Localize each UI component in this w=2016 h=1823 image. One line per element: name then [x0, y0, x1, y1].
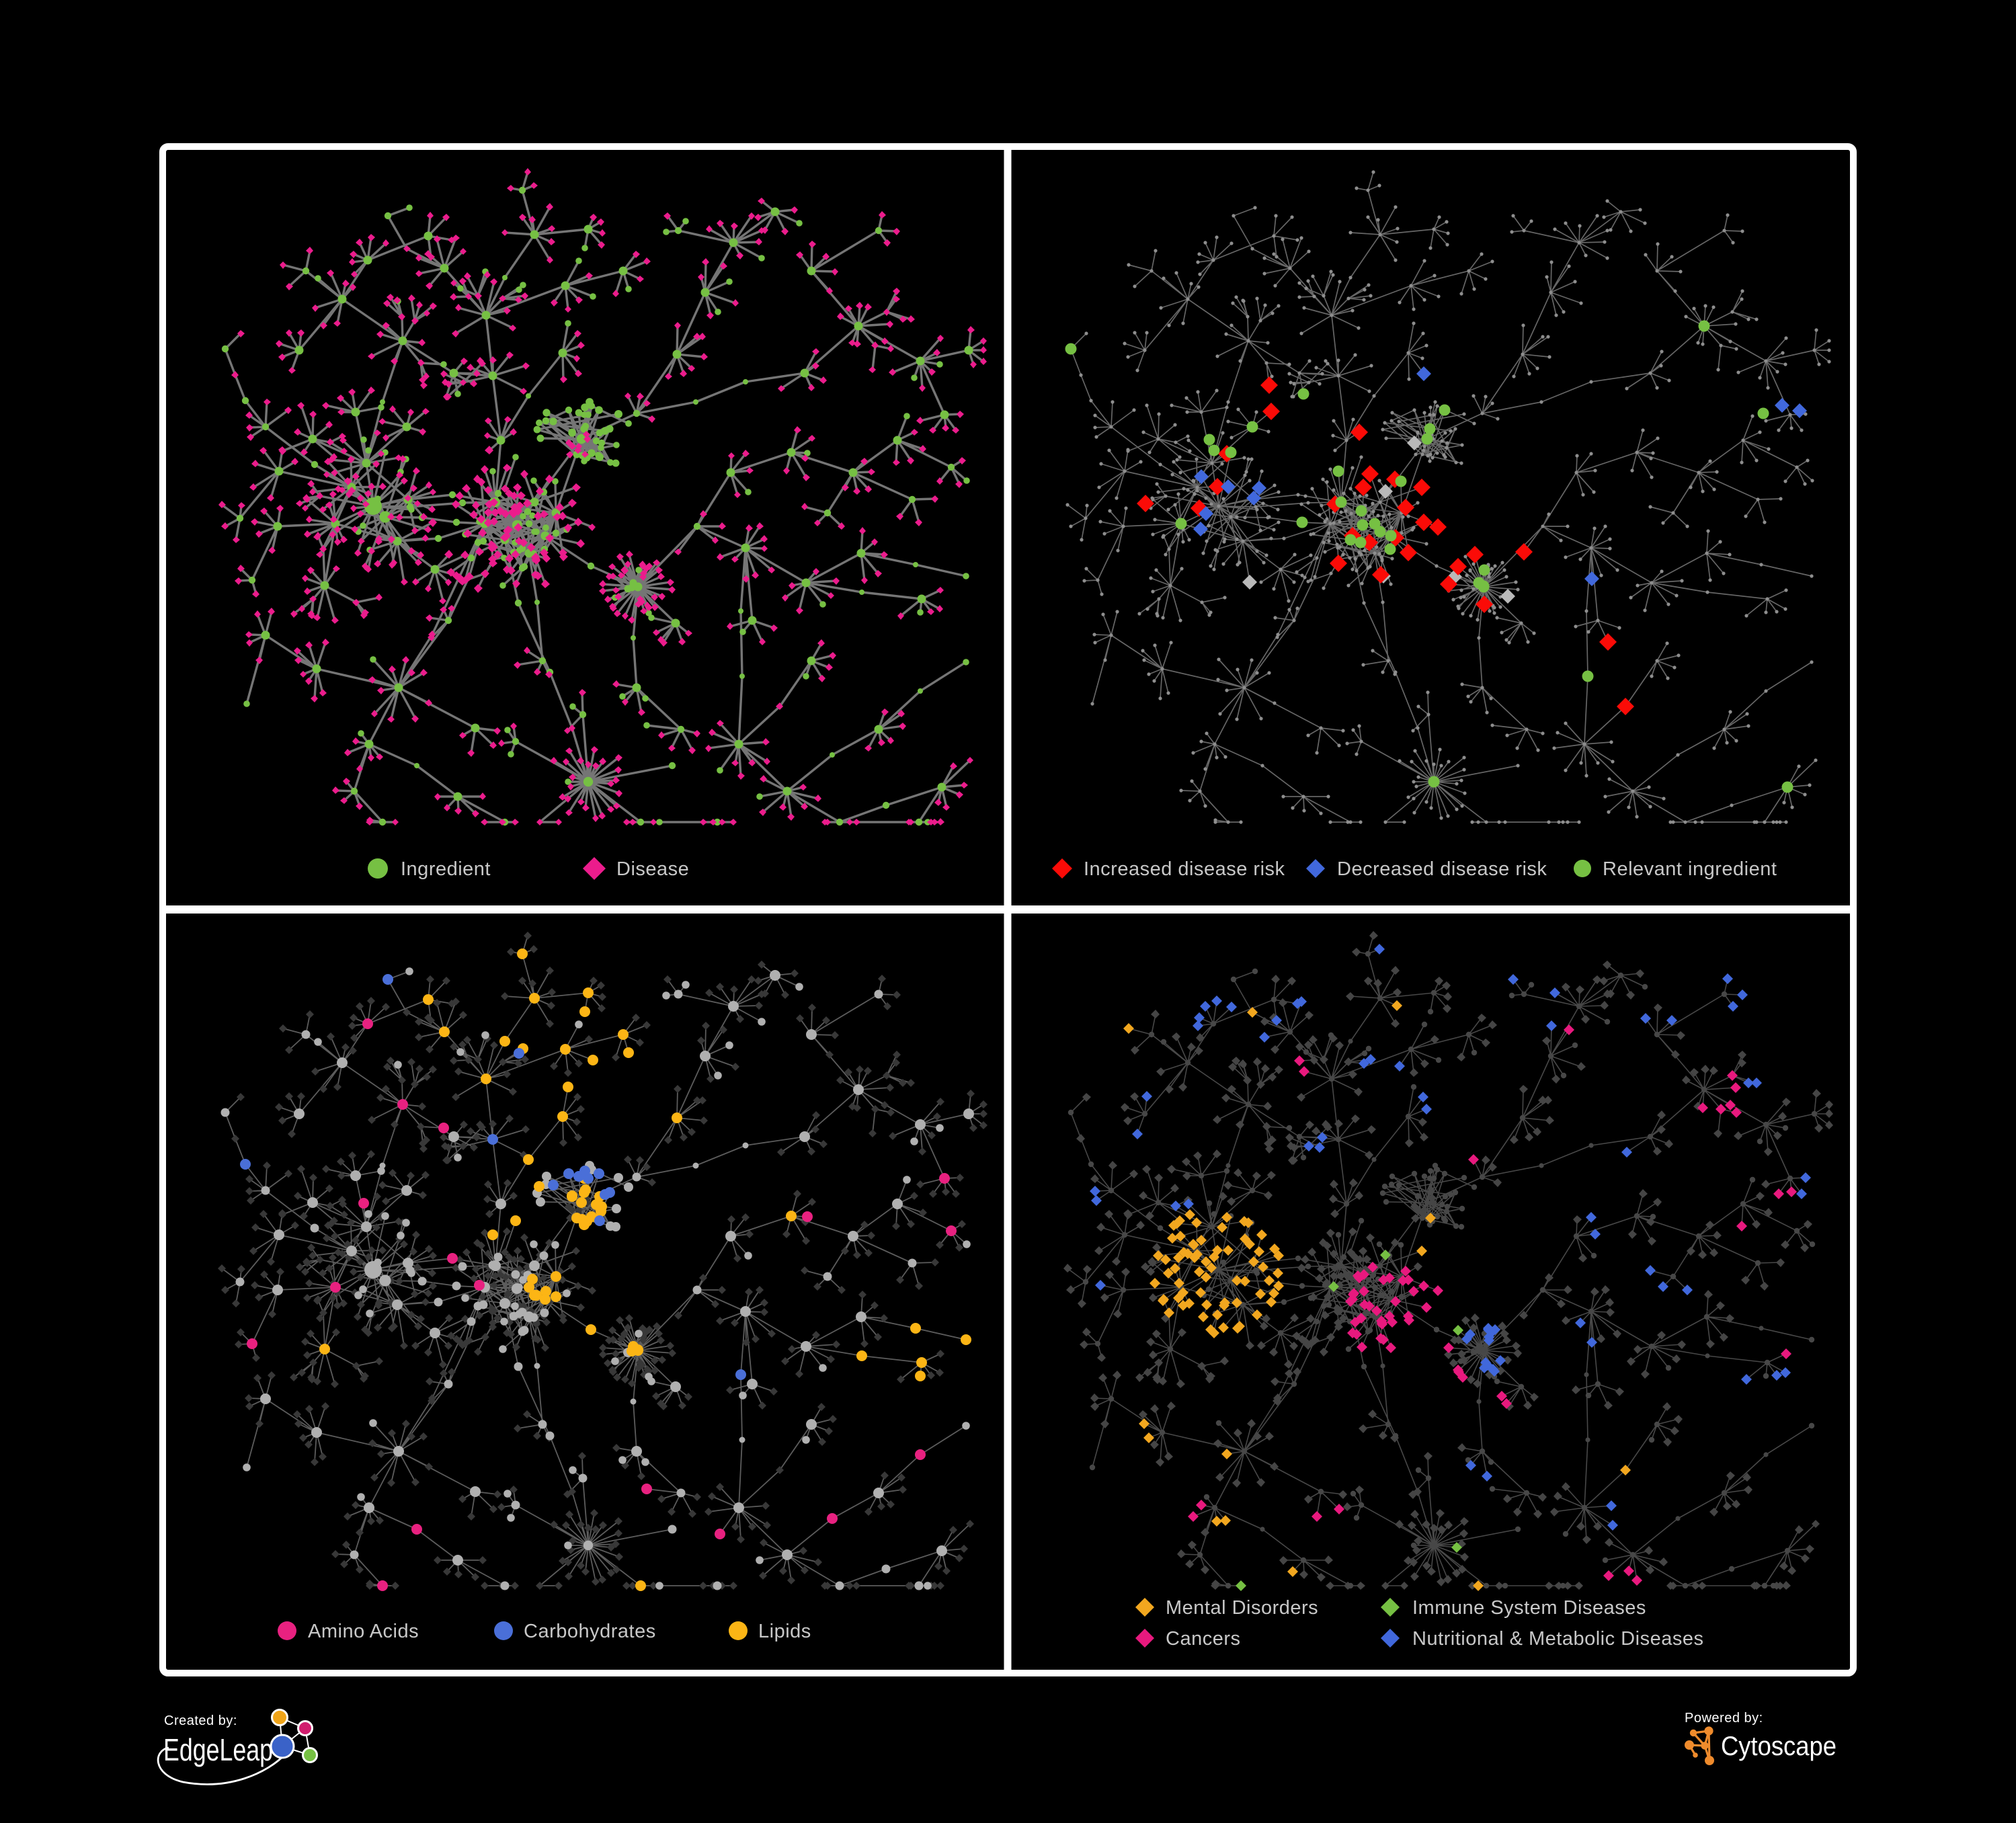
svg-text:Carbohydrates: Carbohydrates	[524, 1621, 656, 1642]
svg-text:EdgeLeap: EdgeLeap	[163, 1732, 273, 1767]
svg-text:Increased disease risk: Increased disease risk	[1084, 858, 1285, 880]
svg-text:Mental Disorders: Mental Disorders	[1166, 1597, 1318, 1619]
svg-text:Decreased disease risk: Decreased disease risk	[1337, 858, 1547, 880]
svg-text:Powered by:: Powered by:	[1685, 1711, 1763, 1726]
svg-text:Nutritional & Metabolic Diseas: Nutritional & Metabolic Diseases	[1412, 1628, 1703, 1650]
svg-text:Lipids: Lipids	[758, 1621, 811, 1642]
svg-text:Amino Acids: Amino Acids	[308, 1621, 419, 1642]
svg-text:Immune System Diseases: Immune System Diseases	[1412, 1597, 1646, 1619]
svg-text:Disease: Disease	[616, 858, 689, 880]
svg-text:Relevant ingredient: Relevant ingredient	[1603, 858, 1777, 880]
svg-text:Cancers: Cancers	[1166, 1628, 1241, 1650]
svg-text:Created by:: Created by:	[164, 1713, 237, 1728]
svg-text:Cytoscape: Cytoscape	[1721, 1732, 1837, 1761]
svg-text:Ingredient: Ingredient	[401, 858, 491, 880]
